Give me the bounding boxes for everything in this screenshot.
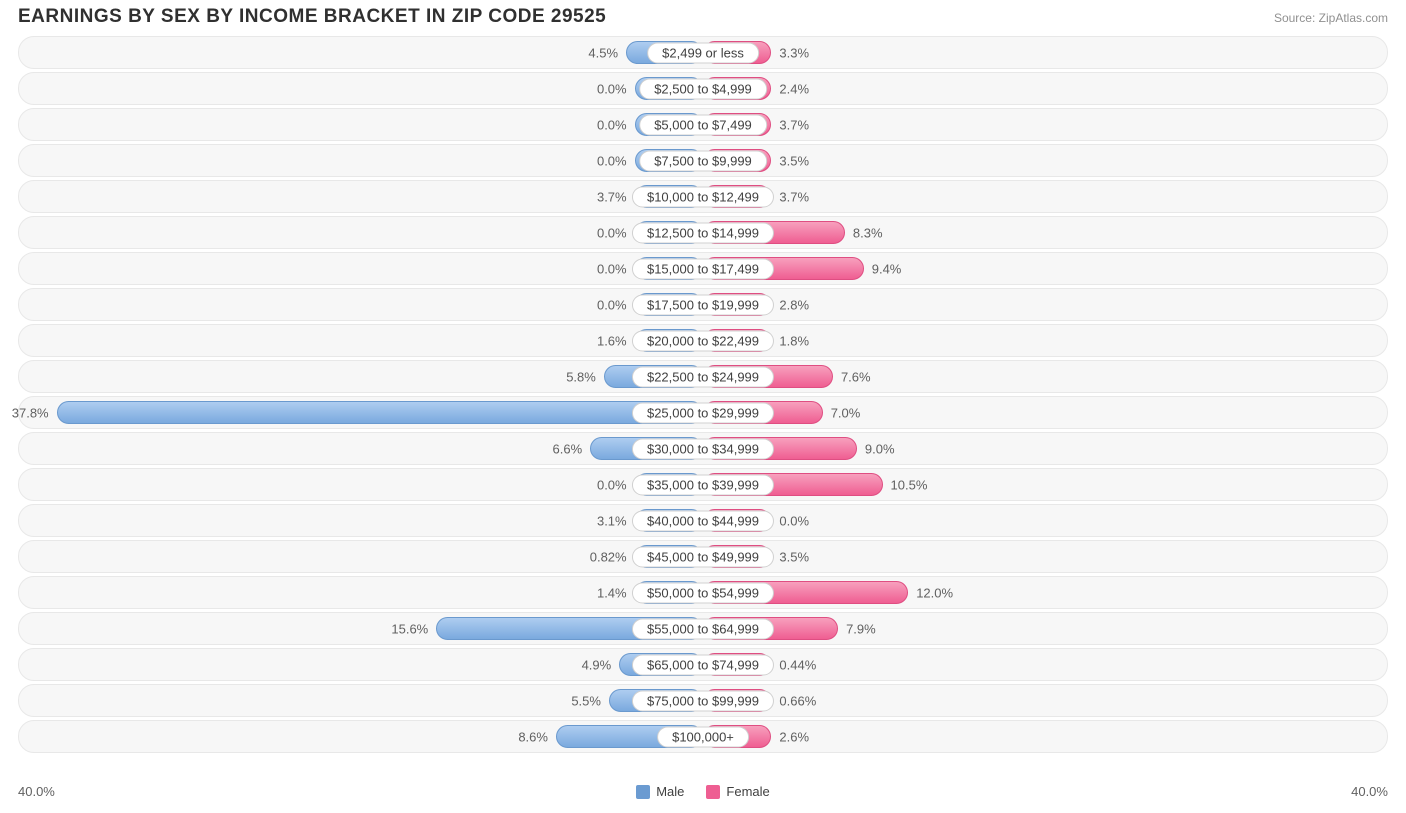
bracket-row: $12,500 to $14,999 0.0% 8.3%: [18, 216, 1388, 249]
male-pct-label: 5.8%: [566, 369, 596, 384]
bracket-row: $20,000 to $22,499 1.6% 1.8%: [18, 324, 1388, 357]
bracket-row: $5,000 to $7,499 0.0% 3.7%: [18, 108, 1388, 141]
male-pct-label: 3.7%: [597, 189, 627, 204]
chart-header: EARNINGS BY SEX BY INCOME BRACKET IN ZIP…: [0, 0, 1406, 36]
female-pct-label: 9.0%: [865, 441, 895, 456]
bracket-row: $40,000 to $44,999 3.1% 0.0%: [18, 504, 1388, 537]
bracket-label: $40,000 to $44,999: [632, 510, 774, 531]
female-pct-label: 1.8%: [779, 333, 809, 348]
male-pct-label: 0.82%: [590, 549, 627, 564]
bracket-label: $22,500 to $24,999: [632, 366, 774, 387]
legend-female: Female: [706, 784, 769, 799]
male-pct-label: 4.5%: [588, 45, 618, 60]
male-pct-label: 0.0%: [597, 297, 627, 312]
female-pct-label: 2.6%: [779, 729, 809, 744]
bracket-label: $15,000 to $17,499: [632, 258, 774, 279]
bracket-label: $5,000 to $7,499: [639, 114, 767, 135]
bracket-label: $30,000 to $34,999: [632, 438, 774, 459]
bracket-label: $100,000+: [657, 726, 749, 747]
male-pct-label: 6.6%: [553, 441, 583, 456]
bracket-row: $75,000 to $99,999 5.5% 0.66%: [18, 684, 1388, 717]
female-pct-label: 3.7%: [779, 117, 809, 132]
female-pct-label: 3.5%: [779, 153, 809, 168]
female-pct-label: 9.4%: [872, 261, 902, 276]
bracket-label: $10,000 to $12,499: [632, 186, 774, 207]
male-pct-label: 0.0%: [597, 261, 627, 276]
axis-right-label: 40.0%: [1351, 784, 1388, 799]
bracket-label: $75,000 to $99,999: [632, 690, 774, 711]
bracket-row: $2,500 to $4,999 0.0% 2.4%: [18, 72, 1388, 105]
male-pct-label: 4.9%: [582, 657, 612, 672]
male-pct-label: 0.0%: [597, 81, 627, 96]
female-pct-label: 7.0%: [831, 405, 861, 420]
female-pct-label: 0.66%: [779, 693, 816, 708]
legend-male: Male: [636, 784, 684, 799]
bracket-row: $35,000 to $39,999 0.0% 10.5%: [18, 468, 1388, 501]
bracket-label: $35,000 to $39,999: [632, 474, 774, 495]
female-pct-label: 0.44%: [779, 657, 816, 672]
legend-female-label: Female: [726, 784, 769, 799]
female-pct-label: 7.9%: [846, 621, 876, 636]
male-pct-label: 0.0%: [597, 477, 627, 492]
male-pct-label: 0.0%: [597, 153, 627, 168]
bracket-row: $15,000 to $17,499 0.0% 9.4%: [18, 252, 1388, 285]
chart-footer: 40.0% Male Female 40.0%: [18, 784, 1388, 799]
female-pct-label: 3.7%: [779, 189, 809, 204]
male-pct-label: 0.0%: [597, 117, 627, 132]
female-pct-label: 8.3%: [853, 225, 883, 240]
bracket-row: $10,000 to $12,499 3.7% 3.7%: [18, 180, 1388, 213]
male-pct-label: 37.8%: [12, 405, 49, 420]
male-swatch-icon: [636, 785, 650, 799]
legend-male-label: Male: [656, 784, 684, 799]
bracket-row: $45,000 to $49,999 0.82% 3.5%: [18, 540, 1388, 573]
bracket-label: $55,000 to $64,999: [632, 618, 774, 639]
bracket-label: $45,000 to $49,999: [632, 546, 774, 567]
bracket-label: $65,000 to $74,999: [632, 654, 774, 675]
female-swatch-icon: [706, 785, 720, 799]
bracket-label: $50,000 to $54,999: [632, 582, 774, 603]
chart-source: Source: ZipAtlas.com: [1274, 11, 1388, 25]
bracket-label: $20,000 to $22,499: [632, 330, 774, 351]
chart-area: $2,499 or less 4.5% 3.3% $2,500 to $4,999 0.…: [0, 36, 1406, 756]
female-pct-label: 2.8%: [779, 297, 809, 312]
bracket-label: $12,500 to $14,999: [632, 222, 774, 243]
male-bar: [57, 401, 703, 424]
axis-left-label: 40.0%: [18, 784, 55, 799]
bracket-row: $100,000+ 8.6% 2.6%: [18, 720, 1388, 753]
bracket-label: $7,500 to $9,999: [639, 150, 767, 171]
bracket-label: $2,500 to $4,999: [639, 78, 767, 99]
male-pct-label: 5.5%: [571, 693, 601, 708]
female-pct-label: 7.6%: [841, 369, 871, 384]
bracket-row: $17,500 to $19,999 0.0% 2.8%: [18, 288, 1388, 321]
bracket-row: $22,500 to $24,999 5.8% 7.6%: [18, 360, 1388, 393]
bracket-row: $55,000 to $64,999 15.6% 7.9%: [18, 612, 1388, 645]
bracket-row: $25,000 to $29,99937.8%7.0%: [18, 396, 1388, 429]
bracket-label: $25,000 to $29,999: [632, 402, 774, 423]
chart-title: EARNINGS BY SEX BY INCOME BRACKET IN ZIP…: [18, 6, 606, 28]
bracket-row: $7,500 to $9,999 0.0% 3.5%: [18, 144, 1388, 177]
bracket-label: $17,500 to $19,999: [632, 294, 774, 315]
bracket-row: $65,000 to $74,999 4.9% 0.44%: [18, 648, 1388, 681]
bracket-row: $2,499 or less 4.5% 3.3%: [18, 36, 1388, 69]
female-pct-label: 10.5%: [891, 477, 928, 492]
bracket-row: $50,000 to $54,999 1.4% 12.0%: [18, 576, 1388, 609]
male-pct-label: 15.6%: [391, 621, 428, 636]
male-pct-label: 1.4%: [597, 585, 627, 600]
female-pct-label: 0.0%: [779, 513, 809, 528]
legend: Male Female: [636, 784, 770, 799]
female-pct-label: 3.3%: [779, 45, 809, 60]
female-pct-label: 2.4%: [779, 81, 809, 96]
male-pct-label: 0.0%: [597, 225, 627, 240]
bracket-row: $30,000 to $34,999 6.6% 9.0%: [18, 432, 1388, 465]
male-pct-label: 8.6%: [518, 729, 548, 744]
male-pct-label: 3.1%: [597, 513, 627, 528]
bracket-label: $2,499 or less: [647, 42, 759, 63]
female-pct-label: 3.5%: [779, 549, 809, 564]
female-pct-label: 12.0%: [916, 585, 953, 600]
male-pct-label: 1.6%: [597, 333, 627, 348]
